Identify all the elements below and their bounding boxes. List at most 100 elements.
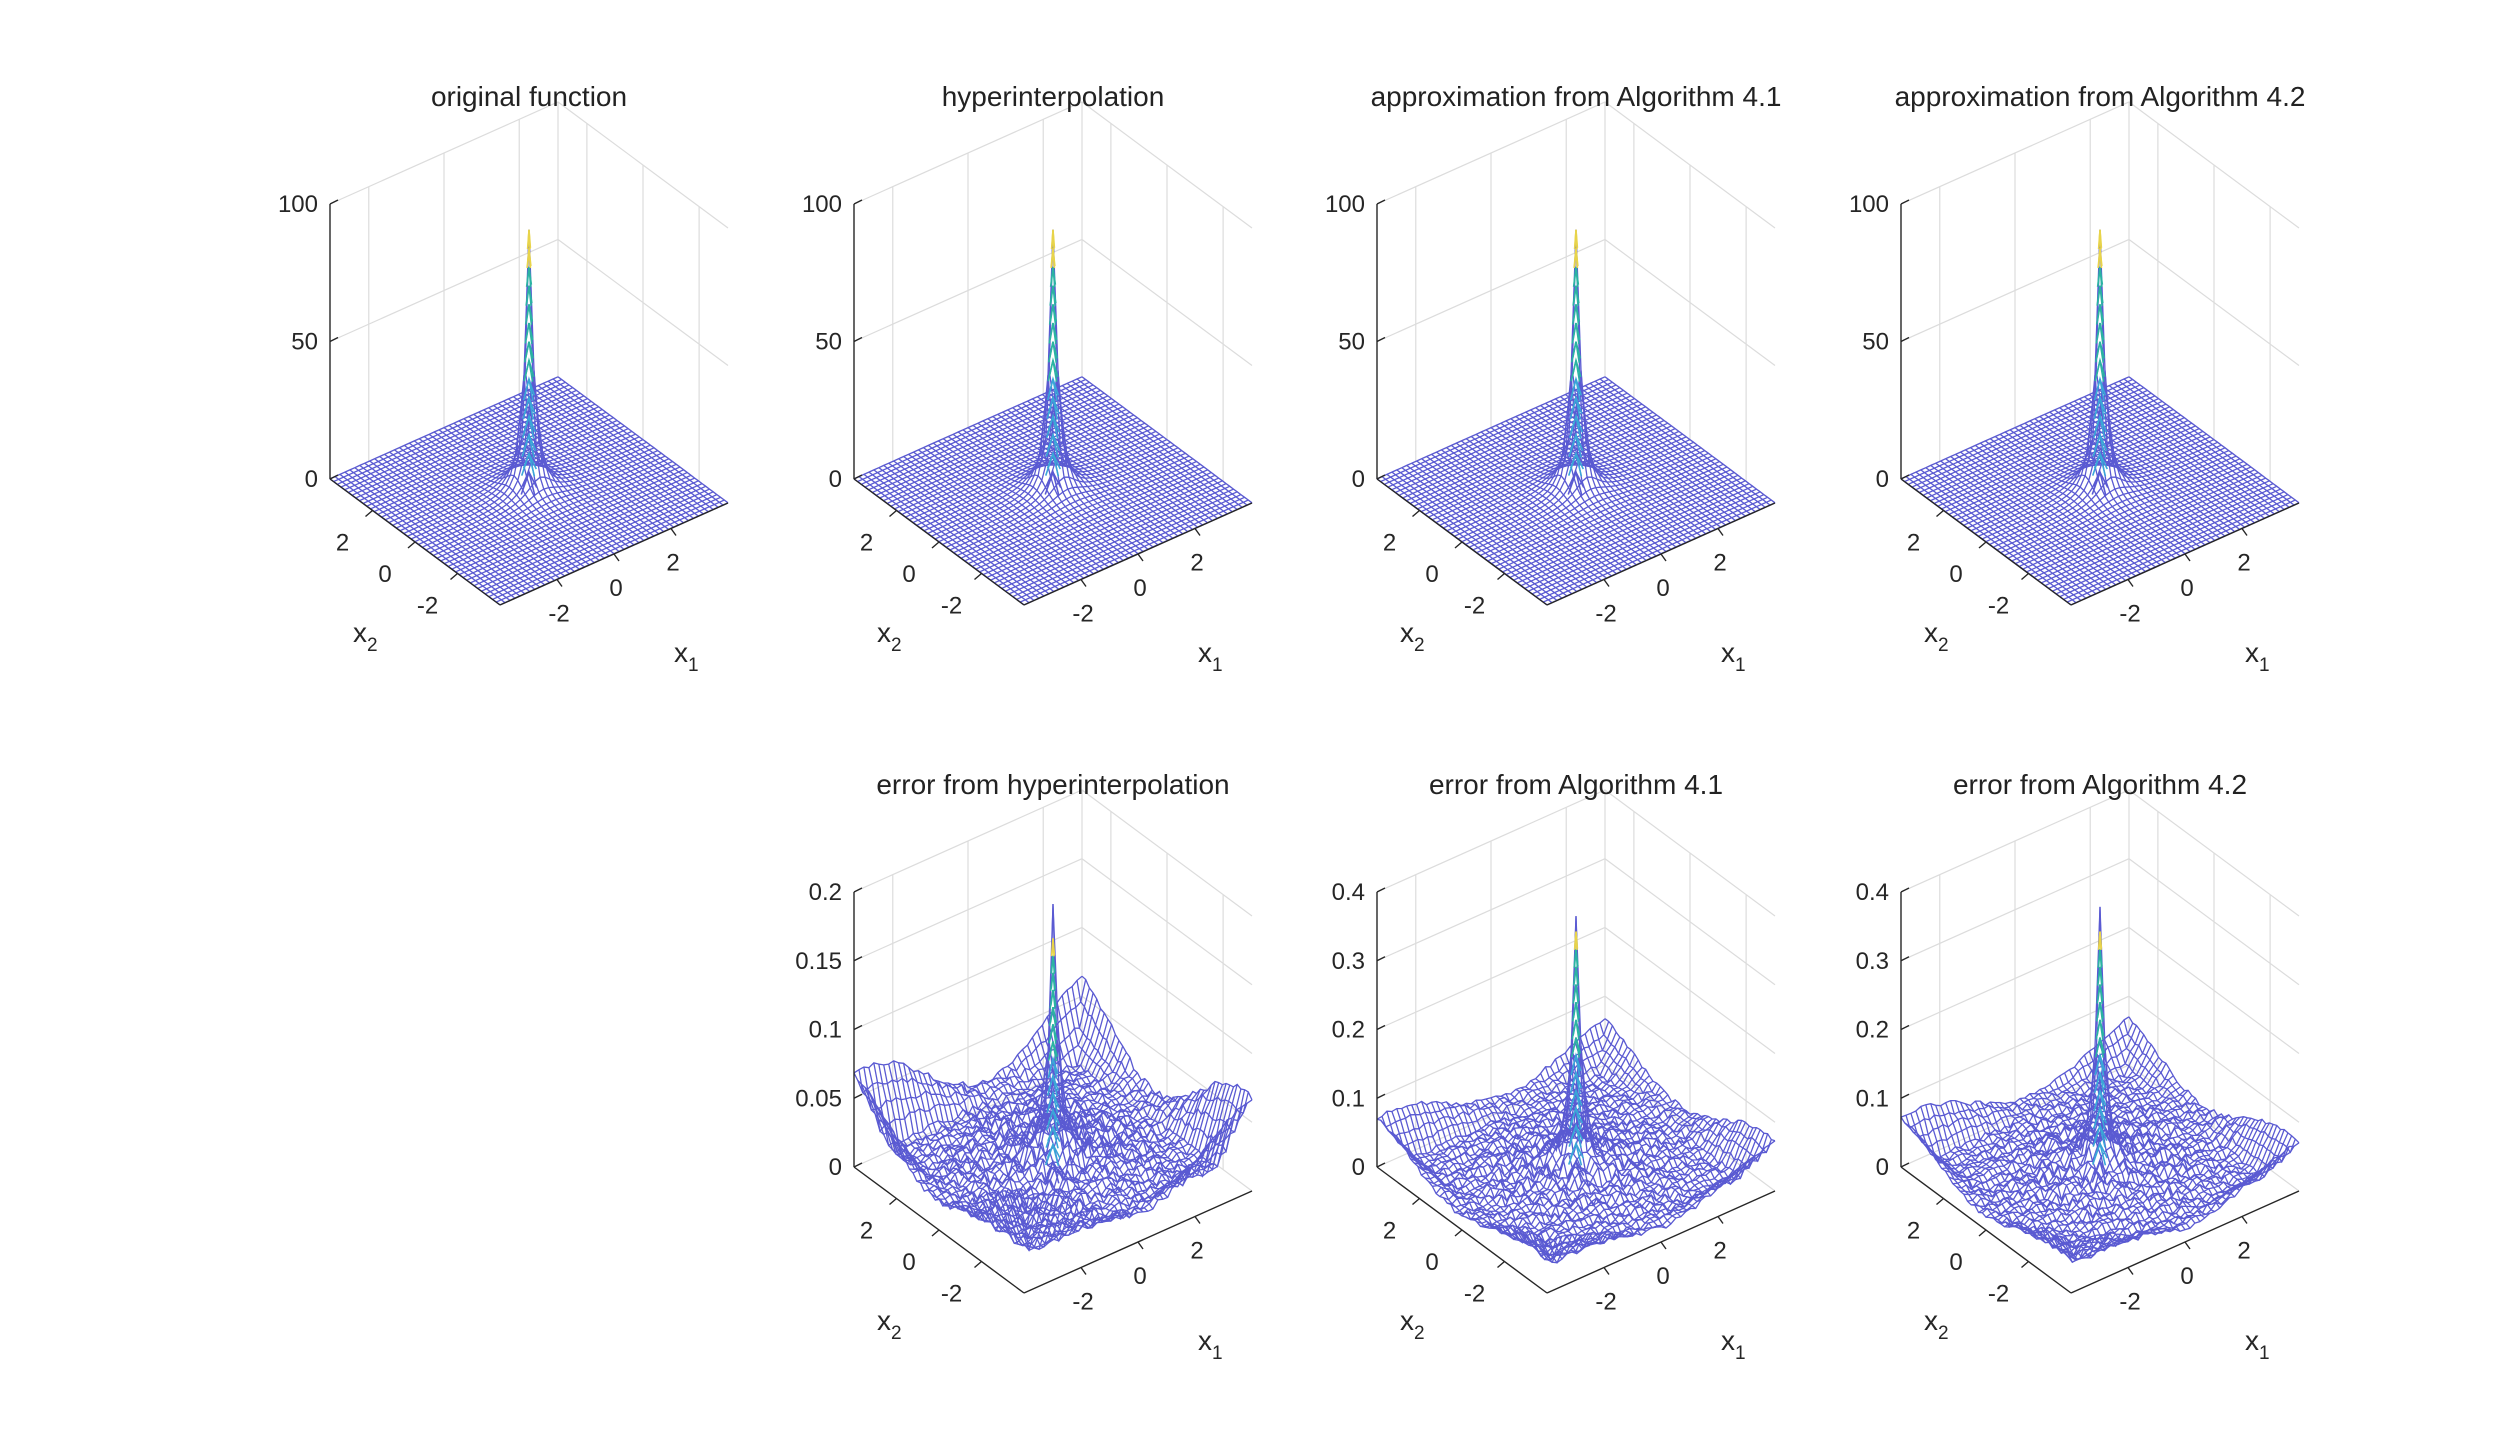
peak-line bbox=[1570, 1105, 1582, 1130]
z-tick-label: 0.3 bbox=[1332, 948, 1365, 975]
peak-line bbox=[1050, 955, 1056, 974]
mesh-line bbox=[339, 473, 511, 601]
x1-axis-label: x1 bbox=[1198, 637, 1223, 676]
peak-line bbox=[2095, 378, 2105, 401]
mesh-line bbox=[1604, 376, 1776, 504]
mesh-line bbox=[1569, 391, 1741, 519]
x1-tick bbox=[670, 528, 677, 536]
peak-line bbox=[526, 266, 532, 288]
mesh-line bbox=[1007, 409, 1179, 537]
mesh-line bbox=[1460, 440, 1632, 568]
mesh-line bbox=[547, 380, 719, 508]
peak-line bbox=[1047, 1124, 1059, 1149]
mesh-line bbox=[2004, 1103, 2176, 1232]
x2-tick-label: 0 bbox=[1425, 561, 1438, 588]
mesh-line bbox=[2083, 1054, 2255, 1188]
mesh-line bbox=[972, 370, 1144, 552]
mesh-line bbox=[1066, 989, 1238, 1154]
x1-label-main: x bbox=[2245, 637, 2259, 668]
x2-tick-label: 0 bbox=[902, 561, 915, 588]
x2-tick-label: 0 bbox=[902, 1249, 915, 1276]
z-tick-label: 0 bbox=[829, 1154, 842, 1181]
peak-line bbox=[1572, 1002, 1580, 1022]
x1-tick-label: 2 bbox=[1713, 550, 1726, 577]
peak-line bbox=[1048, 378, 1058, 401]
mesh-line bbox=[2118, 1025, 2290, 1164]
z-tick bbox=[1900, 956, 1910, 962]
mesh-line bbox=[1017, 1054, 1188, 1189]
peak-line bbox=[1574, 229, 1578, 250]
mesh-line bbox=[2049, 1084, 2221, 1209]
mesh-line bbox=[1950, 455, 2121, 584]
x1-tick-label: -2 bbox=[1595, 601, 1616, 628]
mesh-line bbox=[987, 1079, 1159, 1203]
mesh-line bbox=[2058, 1075, 2230, 1201]
mesh-line bbox=[2098, 389, 2270, 517]
peak-line bbox=[1050, 989, 1056, 1009]
mesh-line bbox=[508, 398, 679, 526]
mesh-line bbox=[1061, 995, 1233, 1168]
mesh-line bbox=[992, 415, 1164, 544]
peak-line bbox=[1049, 322, 1057, 344]
mesh-line bbox=[1431, 453, 1602, 581]
x2-axis-label: x2 bbox=[1400, 617, 1425, 656]
peak-line bbox=[2094, 397, 2106, 420]
mesh-line bbox=[1401, 467, 1573, 595]
x1-tick-label: 0 bbox=[2180, 1263, 2193, 1290]
peak-line bbox=[1051, 229, 1055, 250]
z-tick bbox=[1376, 887, 1386, 893]
z-tick-label: 0 bbox=[1352, 466, 1365, 493]
mesh-line bbox=[1500, 422, 1672, 550]
mesh-line bbox=[1970, 447, 2141, 575]
peak-line bbox=[2094, 432, 2106, 458]
x1-axis-label: x1 bbox=[2245, 1325, 2270, 1364]
mesh-line bbox=[1061, 385, 1233, 513]
x1-tick bbox=[1194, 528, 1201, 536]
peak-line bbox=[523, 413, 535, 439]
mesh-line bbox=[1056, 1002, 1228, 1171]
mesh-line bbox=[2039, 1088, 2210, 1215]
mesh-line bbox=[1915, 471, 2087, 599]
mesh-line bbox=[977, 1081, 1149, 1212]
mesh-line bbox=[1051, 389, 1223, 517]
x2-tick bbox=[974, 572, 982, 581]
mesh-line bbox=[1974, 444, 2146, 572]
x2-tick-label: 2 bbox=[1907, 1218, 1920, 1245]
mesh-line bbox=[1999, 433, 2171, 561]
peak-line bbox=[2093, 469, 2107, 496]
mesh-line bbox=[1599, 378, 1771, 506]
mesh-line bbox=[917, 1070, 1090, 1235]
mesh-line bbox=[1955, 453, 2126, 581]
z-tick bbox=[1900, 1024, 1910, 1031]
mesh-line bbox=[1426, 455, 1597, 584]
mesh-line bbox=[1381, 1116, 1553, 1248]
z-tick-label: 0.4 bbox=[1856, 879, 1889, 906]
mesh-line bbox=[932, 1079, 1104, 1229]
mesh-line bbox=[1954, 1100, 2127, 1247]
mesh-line bbox=[888, 462, 1060, 590]
mesh-line bbox=[1396, 469, 1568, 597]
peak-line bbox=[1050, 266, 1056, 288]
x2-tick-label: -2 bbox=[941, 593, 962, 620]
z-tick-label: 100 bbox=[1325, 191, 1365, 218]
x2-tick bbox=[1454, 541, 1463, 549]
mesh-line bbox=[384, 453, 555, 581]
peak-line bbox=[1050, 248, 1056, 269]
mesh-line bbox=[428, 433, 600, 561]
x2-tick bbox=[1936, 509, 1944, 518]
mesh-line bbox=[1451, 1105, 1622, 1241]
x2-axis-label: x2 bbox=[877, 617, 902, 656]
x2-tick bbox=[1978, 1229, 1987, 1237]
peak-line bbox=[1048, 1058, 1058, 1079]
mesh-line bbox=[2098, 1042, 2270, 1183]
mesh-line bbox=[997, 413, 1169, 541]
z-tick-label: 0 bbox=[305, 466, 318, 493]
z-tick bbox=[853, 336, 863, 343]
peak-line bbox=[1572, 1019, 1580, 1040]
z-gridline bbox=[853, 101, 1253, 229]
mesh-line bbox=[473, 413, 645, 541]
peak-line bbox=[2097, 984, 2103, 1004]
mesh-line bbox=[972, 1025, 1144, 1213]
mesh-line bbox=[957, 431, 1129, 559]
x2-label-sub: 2 bbox=[1938, 635, 1949, 656]
